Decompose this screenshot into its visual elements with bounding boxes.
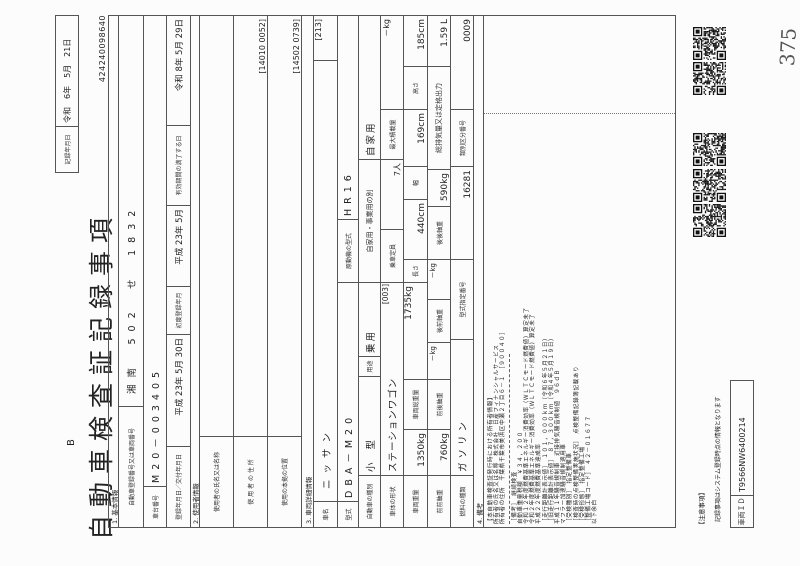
document-number: 424240098640 (98, 15, 107, 83)
model-label: 型式 (337, 501, 359, 528)
category-number: 0009 (450, 15, 474, 110)
registration-label: 自動車登録番号又は車両番号 (118, 406, 144, 528)
front-rear-axle-label: 前後軸重 (427, 379, 451, 430)
displacement: 1.59 L (427, 15, 451, 67)
weight-label: 車両重量 (403, 475, 428, 528)
expiry-date: 令和 8年 5月 29日 (166, 15, 191, 126)
qr-code (693, 169, 726, 202)
vehicle-id-label: 車両ＩＤ (730, 495, 754, 528)
length-label: 長さ (403, 259, 428, 283)
base-location-code: [14502 0739] (267, 15, 302, 437)
length: 440cm (403, 199, 428, 260)
height-label: 高さ (403, 66, 428, 110)
rear-front-axle-label: 後前軸重 (427, 299, 451, 343)
note-line: ［走行距離計表示値］ １０１，０００ｋｍ（令和６年５月２１日） (542, 334, 549, 524)
qr-code (693, 133, 726, 166)
fuel: ガソリン (450, 339, 474, 476)
record-date: 令和 6年 5月 21日 (55, 15, 79, 127)
record-date-label: 記録年月日 (55, 126, 79, 173)
private-label: 自家用・事業用の別 (358, 159, 381, 283)
user-name-label: 使用者の氏名又は名称 (199, 436, 234, 528)
gross-weight-label: 車両総重量 (403, 379, 428, 430)
engine-label: 原動機の型式 (337, 219, 359, 283)
maker-code: [213] (313, 15, 338, 61)
qr-code (693, 27, 726, 60)
user-name (199, 15, 234, 437)
base-location-label: 使用の本拠の位置 (267, 436, 302, 528)
front-front-axle: 760kg (427, 429, 451, 476)
width: 169cm (403, 109, 428, 167)
width-label: 幅 (403, 166, 428, 200)
first-registration: 平成 23年 5月 (166, 205, 191, 287)
type-approval-label: 型式指定番号 (450, 259, 474, 340)
height: 185cm (403, 15, 428, 67)
chassis-number: M20－003405 (143, 15, 167, 487)
weight: 1350kg (403, 429, 428, 476)
registration-number: 湘南 502 せ 1832 (118, 15, 144, 407)
rear-rear-axle: 590kg (427, 169, 451, 207)
user-address-label: 使 用 者 の 住 所 (233, 436, 268, 528)
first-registration-label: 初度登録年月 (166, 286, 191, 335)
use-label: 用途 (358, 356, 381, 377)
front-rear-axle: －kg (427, 342, 451, 380)
registration-date: 平成 23年 5月 30日 (166, 334, 191, 447)
maker-label: 車名 (313, 501, 338, 528)
fuel-label: 燃料の種類 (450, 475, 474, 528)
notice-title: 【注意事項】 (698, 489, 706, 528)
maker: ニッサン (313, 60, 338, 502)
max-load: －kg (380, 15, 404, 110)
private: 自家用 (358, 15, 381, 160)
kind: 小 型 (358, 376, 381, 476)
use: 乗用 (358, 282, 381, 357)
front-front-axle-label: 前前軸重 (427, 475, 451, 528)
capacity-label: 乗車定員 (380, 229, 404, 283)
category-label: 類別区分番号 (450, 109, 474, 167)
body-label: 車体の形状 (380, 475, 404, 528)
handwritten-number: 375 (775, 27, 800, 67)
qr-code (693, 62, 726, 95)
engine: HR16 (337, 15, 359, 220)
type-approval-number: 16281 (450, 166, 474, 260)
rear-rear-axle-label: 後後軸重 (427, 206, 451, 260)
body: ステーションワゴン (380, 306, 404, 476)
max-load-label: 最大積載量 (380, 109, 404, 160)
expiry-label: 有効期間の満了する日 (166, 125, 191, 206)
notes-separator (508, 354, 510, 524)
registration-date-label: 登録年月日／交付年月日 (166, 446, 191, 528)
kind-label: 自動車の種別 (358, 475, 381, 528)
model: DBA－M20 (337, 282, 359, 502)
owner-line: 所有者の住所 千葉県千葉市美浜区中瀬２丁目６－１ ［９００４０］ (500, 328, 507, 524)
notice-text: 記録事項はシステム登録時点の情報となります (715, 396, 722, 522)
rear-front-axle: －kg (427, 259, 451, 300)
gross-weight: 1735kg (403, 282, 428, 380)
form-type: B (66, 439, 77, 446)
notes-divider (484, 113, 675, 114)
capacity: 7人 (380, 159, 404, 230)
vehicle-id: T9566NW6400214 (730, 380, 754, 496)
user-address-code: [14010 0052] (233, 15, 268, 437)
qr-code (693, 204, 726, 237)
body-code: [003] (380, 282, 404, 307)
note-line: 以下余白 (592, 499, 599, 524)
displacement-label: 総排気量又は定格出力 (427, 66, 451, 170)
notes-text: 【本自動車検査証発行時における所有者情報】 所有者の氏名又は名称 株式会社 日産… (488, 307, 598, 524)
chassis-label: 車台番号 (143, 486, 167, 528)
